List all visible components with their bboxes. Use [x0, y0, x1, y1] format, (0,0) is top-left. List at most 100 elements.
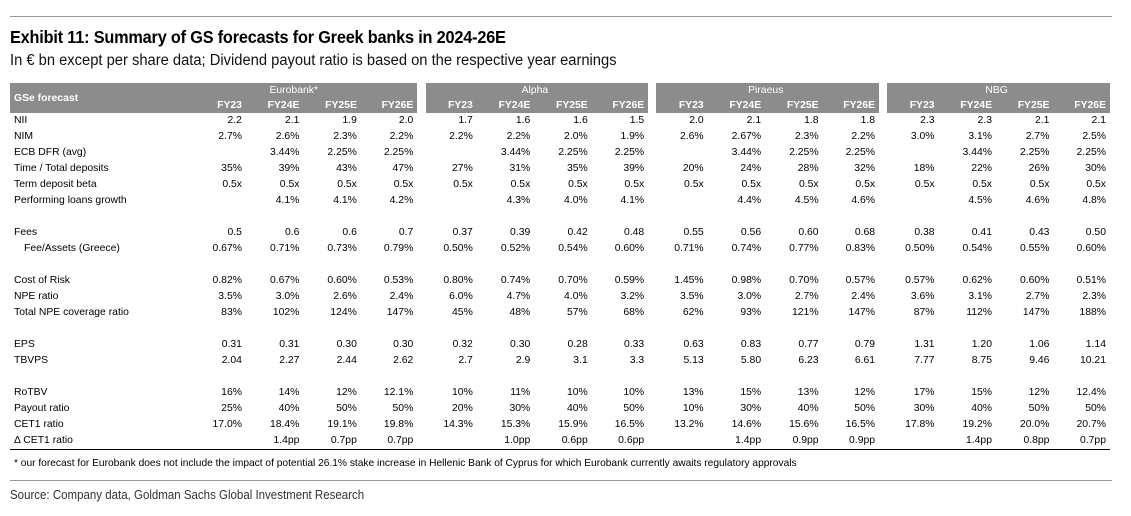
value-cell: 20.0% [1019, 419, 1050, 430]
value-cell: 4.5% [968, 195, 992, 206]
value-cell: 2.5% [1082, 131, 1106, 142]
group-gap [648, 193, 656, 209]
value-cell: 0.60% [614, 243, 645, 254]
value-cell: 2.25% [383, 147, 414, 158]
value-cell: 19.1% [327, 419, 357, 430]
value-cell [887, 145, 938, 161]
value-cell: 14.6% [731, 419, 762, 430]
value-cell: 2.25% [327, 147, 357, 158]
value-cell: 2.1 [284, 115, 300, 126]
group-gap [648, 401, 656, 417]
value-cell: 0.39 [510, 227, 531, 238]
value-cell: 2.0 [689, 115, 704, 126]
group-gap [417, 129, 425, 145]
value-cell: 2.7% [218, 131, 242, 142]
group-gap [879, 161, 887, 177]
value-cell: 12.1% [383, 387, 414, 398]
value-cell: 3.0% [737, 291, 762, 302]
value-cell: 10% [623, 387, 645, 398]
value-cell: 0.30 [336, 339, 357, 350]
group-gap [648, 161, 656, 177]
value-cell: 147% [1022, 307, 1050, 318]
value-cell: 0.5x [684, 179, 704, 190]
value-cell: 2.7% [794, 291, 819, 302]
value-cell: 0.79 [854, 339, 876, 350]
value-cell: 4.5% [794, 195, 819, 206]
value-cell: 2.1 [746, 115, 762, 126]
table-row: Term deposit beta 0.5x 0.5x 0.5x 0.5x 0.5x 0.5… [10, 177, 1110, 193]
row-label: EPS [14, 339, 35, 350]
value-cell: 0.5x [1086, 179, 1106, 190]
group-gap [879, 129, 887, 145]
value-cell: 20% [452, 403, 473, 414]
row-label: NII [14, 115, 28, 126]
group-gap [648, 177, 656, 193]
year-header: FY25E [303, 98, 361, 113]
value-cell: 1.4pp [707, 433, 766, 450]
value-cell: 13% [682, 387, 704, 398]
value-cell: 2.3 [920, 115, 935, 126]
value-cell: 0.50 [1085, 227, 1106, 238]
value-cell: 0.5x [510, 179, 531, 190]
value-cell: 30% [509, 403, 531, 414]
year-header: FY26E [360, 98, 418, 113]
value-cell: 0.57% [845, 275, 876, 286]
value-cell: 0.73% [327, 243, 357, 254]
value-cell: 13% [797, 387, 819, 398]
value-cell: 40% [797, 403, 819, 414]
value-cell: 0.5x [741, 179, 762, 190]
value-cell: 0.55% [1019, 243, 1050, 254]
row-label: ECB DFR (avg) [14, 147, 87, 158]
value-cell: 4.3% [506, 195, 531, 206]
value-cell: 0.5x [798, 179, 819, 190]
year-header: FY24E [938, 98, 996, 113]
value-cell: 0.5x [279, 179, 300, 190]
group-gap [648, 113, 656, 129]
value-cell: 0.60% [1019, 275, 1050, 286]
group-gap [417, 225, 425, 241]
value-cell: 0.5 [227, 227, 242, 238]
group-gap [879, 273, 887, 289]
value-cell: 22% [971, 163, 992, 174]
value-cell: 31% [509, 163, 531, 174]
value-cell: 0.50% [443, 243, 473, 254]
value-cell: 0.57% [905, 275, 935, 286]
spacer-row [10, 257, 1110, 273]
value-cell: 20.7% [1076, 419, 1106, 430]
group-gap [417, 385, 425, 401]
value-cell: 14.3% [443, 419, 473, 430]
value-cell: 0.48 [623, 227, 645, 238]
group-gap [879, 241, 887, 257]
value-cell: 3.44% [269, 147, 300, 158]
value-cell: 0.30 [510, 339, 531, 350]
value-cell: 0.80% [443, 275, 473, 286]
table-row: Cost of Risk 0.82% 0.67% 0.60% 0.53% 0.80% 0.7… [10, 273, 1110, 289]
value-cell: 2.25% [1076, 147, 1106, 158]
value-cell: 3.1% [968, 291, 992, 302]
value-cell: 27% [452, 163, 473, 174]
value-cell: 2.04 [221, 355, 242, 366]
year-header: FY25E [765, 98, 823, 113]
year-header: FY25E [534, 98, 592, 113]
spacer-cell [10, 369, 1110, 385]
group-gap [879, 83, 888, 113]
value-cell [174, 193, 246, 209]
value-cell: 2.25% [614, 147, 645, 158]
value-cell: 40% [278, 403, 300, 414]
group-gap [648, 337, 656, 353]
value-cell: 2.25% [558, 147, 588, 158]
row-label: Cost of Risk [14, 275, 71, 286]
group-gap [417, 145, 425, 161]
value-cell: 17.8% [905, 419, 935, 430]
bank-header: Eurobank* [174, 83, 418, 98]
year-header: FY26E [591, 98, 649, 113]
value-cell: 121% [792, 307, 819, 318]
year-header: FY23 [174, 98, 246, 113]
row-label: Term deposit beta [14, 179, 97, 190]
group-gap [648, 353, 656, 369]
group-gap [417, 289, 425, 305]
value-cell: 0.62% [962, 275, 992, 286]
value-cell: 0.6pp [534, 433, 592, 450]
year-header: FY26E [1053, 98, 1110, 113]
group-gap [879, 193, 887, 209]
